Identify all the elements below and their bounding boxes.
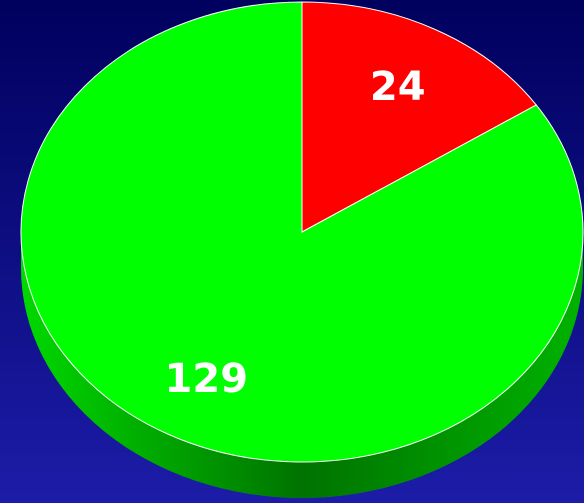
pie-slice [20,1,584,463]
data-label: 129 [165,356,249,402]
data-label: 24 [370,64,426,110]
pie-slice [301,1,538,233]
